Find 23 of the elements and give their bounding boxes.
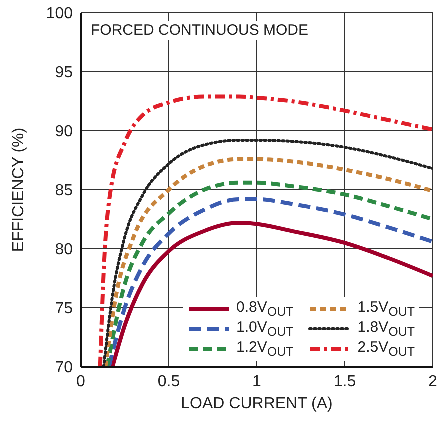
x-tick-label: 1 bbox=[252, 373, 262, 390]
y-tick-label: 70 bbox=[55, 360, 74, 377]
annotation: FORCED CONTINUOUS MODE bbox=[91, 22, 308, 39]
legend-label: 1.2V$_{OUT}$ bbox=[236, 339, 294, 359]
y-tick-label: 100 bbox=[46, 6, 74, 23]
x-tick-label: 1.5 bbox=[334, 373, 356, 390]
y-tick-label: 80 bbox=[55, 242, 74, 259]
line-series bbox=[110, 221, 433, 367]
legend-label: 0.8V$_{OUT}$ bbox=[236, 299, 294, 319]
x-tick-label: 2 bbox=[428, 373, 438, 390]
y-axis-title: EFFICIENCY (%) bbox=[10, 128, 28, 252]
x-tick-label: 0 bbox=[76, 373, 86, 390]
legend-label: 1.0V$_{OUT}$ bbox=[236, 319, 294, 339]
y-tick-label: 90 bbox=[55, 124, 74, 141]
line-series bbox=[98, 94, 433, 367]
y-tick-label: 95 bbox=[55, 64, 74, 82]
legend-label: 1.8V$_{OUT}$ bbox=[358, 319, 415, 339]
y-tick-label: 85 bbox=[55, 182, 74, 200]
x-tick-label: 0.5 bbox=[158, 373, 180, 390]
y-tick-label: 75 bbox=[55, 300, 74, 318]
x-axis-title: LOAD CURRENT (A) bbox=[181, 395, 333, 412]
legend-label: 2.5V$_{OUT}$ bbox=[358, 339, 415, 359]
legend-label: 1.5V$_{OUT}$ bbox=[358, 299, 415, 319]
